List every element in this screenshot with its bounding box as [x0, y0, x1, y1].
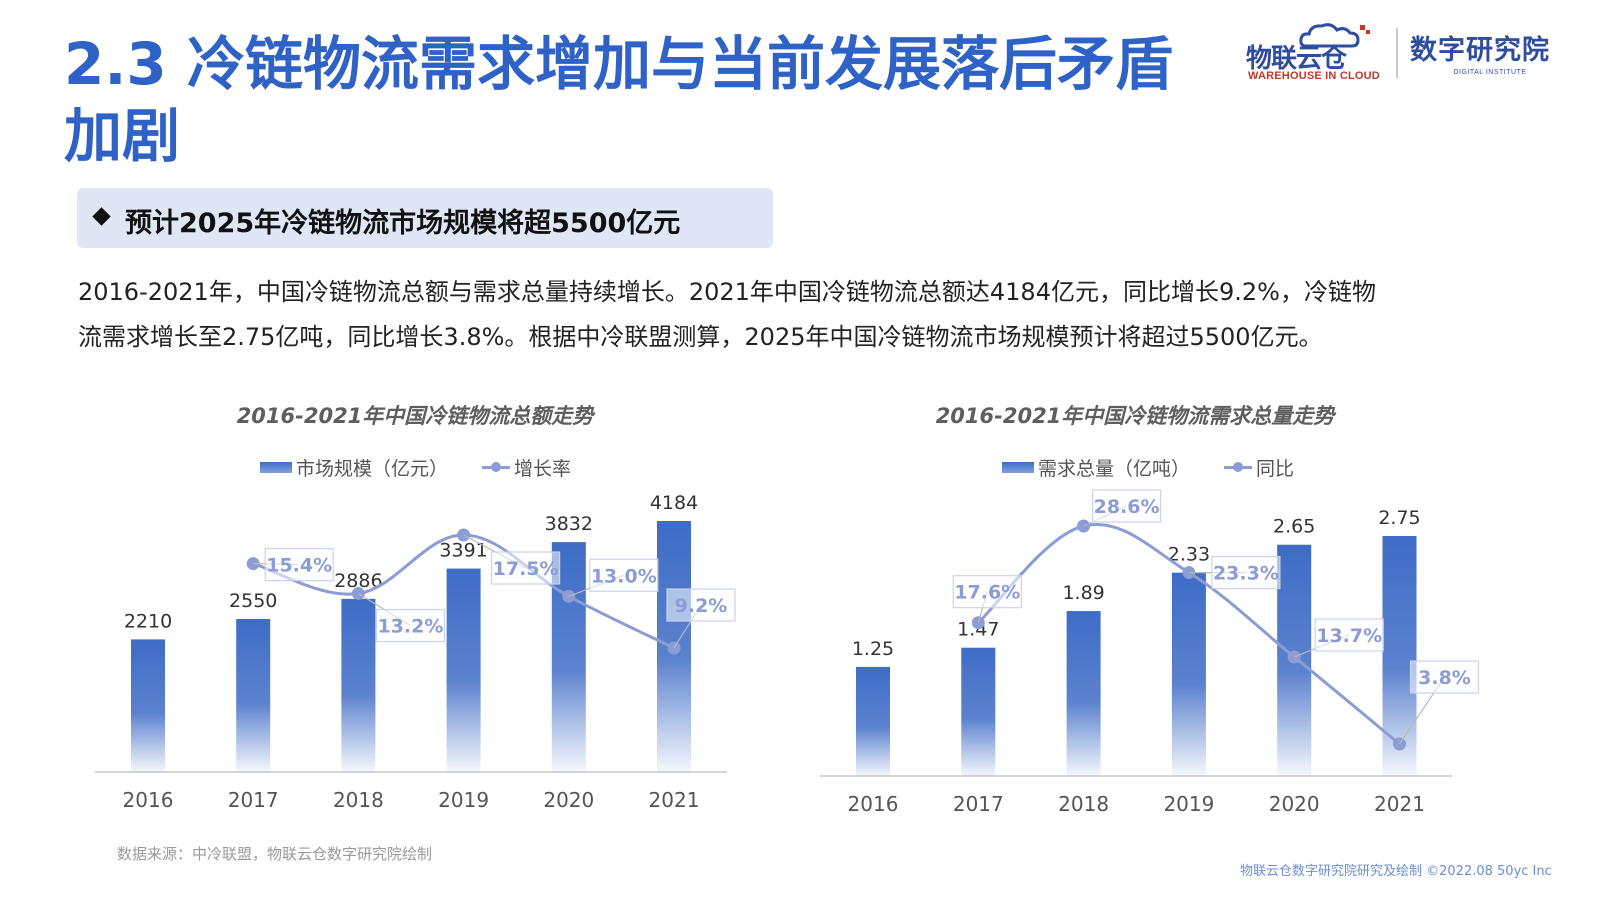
- bar: [341, 598, 376, 772]
- x-tick-label: 2021: [649, 788, 700, 812]
- x-tick-label: 2016: [848, 792, 899, 816]
- bar: [856, 666, 890, 776]
- growth-label: 28.6%: [1094, 496, 1160, 518]
- brand-logos: 物联云仓 WAREHOUSE IN CLOUD 数字研究院 DIGITAL IN…: [1246, 18, 1576, 88]
- x-tick-label: 2018: [1058, 792, 1109, 816]
- growth-label: 13.2%: [377, 616, 443, 638]
- brand1-name: 物联云仓: [1246, 44, 1347, 74]
- bar-value-label: 1.47: [957, 619, 999, 641]
- wic-logo: 物联云仓 WAREHOUSE IN CLOUD: [1246, 22, 1386, 84]
- growth-label-box: [375, 608, 445, 643]
- data-source-note: 数据来源：中冷联盟，物联云仓数字研究院绘制: [117, 845, 433, 863]
- chart1-legend-bar-label: 市场规模（亿元）: [296, 458, 449, 480]
- growth-label-box: [952, 575, 1022, 609]
- growth-label-box: [666, 588, 736, 622]
- summary-paragraph: 2016-2021年，中国冷链物流总额与需求总量持续增长。2021年中国冷链物流…: [78, 270, 1518, 360]
- growth-label: 15.4%: [266, 555, 332, 577]
- growth-label-box: [1314, 618, 1384, 652]
- summary-line-1: 2016-2021年，中国冷链物流总额与需求总量持续增长。2021年中国冷链物流…: [78, 278, 1376, 306]
- legend-bar-swatch: [1002, 462, 1034, 473]
- x-tick-label: 2016: [123, 788, 174, 812]
- growth-label: 23.3%: [1213, 563, 1279, 585]
- brand2-subtitle: DIGITAL INSTITUTE: [1453, 69, 1527, 76]
- growth-label: 13.0%: [591, 565, 657, 587]
- bar: [446, 568, 481, 772]
- bar-value-label: 3832: [545, 513, 593, 535]
- bar: [961, 647, 996, 776]
- growth-label-box: [264, 547, 334, 582]
- bar-value-label: 1.89: [1062, 582, 1104, 604]
- bar-value-label: 3391: [439, 540, 487, 562]
- legend-bar-swatch: [260, 462, 292, 473]
- growth-label-box: [1091, 489, 1162, 523]
- cloud-icon: [1299, 23, 1370, 48]
- brand2-name: 数字研究院: [1410, 35, 1550, 66]
- bar-value-label: 2.75: [1378, 507, 1420, 529]
- x-tick-label: 2017: [953, 792, 1004, 816]
- chart1-title: 2016-2021年中国冷链物流总额走势: [236, 404, 594, 428]
- highlight-banner: 预计2025年冷链物流市场规模将超5500亿元: [77, 188, 773, 248]
- bar: [131, 639, 165, 772]
- footer-copyright: 物联云仓数字研究院研究及绘制 ©2022.08 50yc Inc: [1240, 864, 1552, 879]
- growth-label-box: [1409, 660, 1480, 694]
- institute-logo: 数字研究院 DIGITAL INSTITUTE: [1410, 28, 1570, 84]
- bar-value-label: 1.25: [852, 638, 894, 660]
- growth-label-box: [491, 551, 561, 585]
- x-tick-label: 2020: [1269, 792, 1320, 816]
- bar: [1171, 572, 1206, 776]
- bar-value-label: 2886: [334, 570, 382, 592]
- chart2-legend: 需求总量（亿吨） 同比: [1002, 454, 1294, 481]
- bar: [236, 619, 271, 772]
- growth-label: 9.2%: [675, 595, 728, 617]
- banner-text: 预计2025年冷链物流市场规模将超5500亿元: [125, 208, 681, 239]
- legend-line-swatch: [1224, 462, 1253, 472]
- chart1-legend: 市场规模（亿元） 增长率: [260, 454, 571, 481]
- chart2-title: 2016-2021年中国冷链物流需求总量走势: [935, 404, 1335, 428]
- chart1-legend-line-label: 增长率: [514, 458, 572, 480]
- x-tick-label: 2019: [1163, 792, 1214, 816]
- bar-value-label: 2.65: [1273, 516, 1315, 538]
- page-title: 2.3 冷链物流需求增加与当前发展落后矛盾加剧: [64, 30, 1173, 170]
- growth-label: 17.6%: [954, 582, 1020, 604]
- x-tick-label: 2017: [228, 788, 279, 812]
- x-tick-label: 2018: [333, 788, 384, 812]
- logo-divider: [1396, 28, 1398, 78]
- chart2-legend-bar-label: 需求总量（亿吨）: [1038, 458, 1191, 480]
- bar-value-label: 2.33: [1168, 544, 1210, 566]
- growth-label: 17.5%: [493, 558, 559, 580]
- bar: [1066, 611, 1101, 776]
- legend-line-swatch: [482, 462, 511, 472]
- x-tick-label: 2020: [543, 788, 594, 812]
- bar-value-label: 4184: [650, 492, 698, 514]
- growth-label: 13.7%: [1316, 625, 1382, 647]
- growth-label-box: [1211, 555, 1281, 590]
- x-tick-label: 2021: [1374, 792, 1425, 816]
- growth-label: 3.8%: [1418, 667, 1471, 689]
- x-tick-label: 2019: [438, 788, 489, 812]
- brand1-subtitle: WAREHOUSE IN CLOUD: [1248, 70, 1380, 82]
- chart2-legend-line-label: 同比: [1256, 458, 1295, 480]
- bar-value-label: 2210: [124, 610, 172, 632]
- bar-value-label: 2550: [229, 590, 277, 612]
- summary-line-2: 流需求增长至2.75亿吨，同比增长3.8%。根据中冷联盟测算，2025年中国冷链…: [78, 323, 1323, 351]
- growth-label-box: [589, 558, 659, 592]
